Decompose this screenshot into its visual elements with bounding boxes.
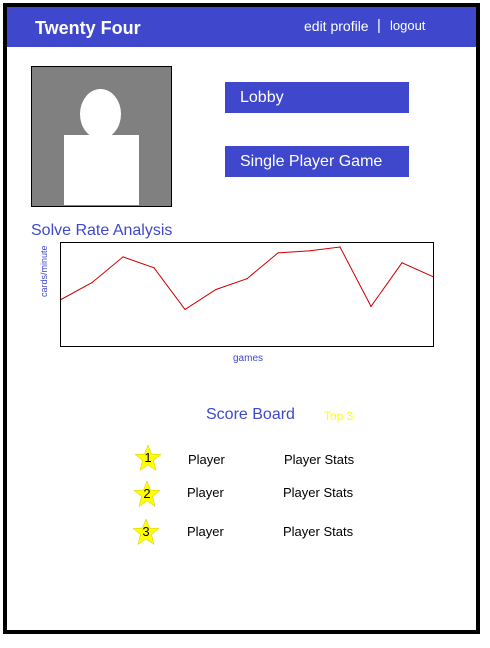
- solve-rate-chart: [60, 242, 434, 347]
- edit-profile-link[interactable]: edit profile: [304, 18, 369, 34]
- chart-x-axis-label: games: [233, 353, 264, 364]
- data-point: [60, 298, 62, 301]
- chart-section-title: Solve Rate Analysis: [31, 222, 173, 239]
- top-3-badge: Top 3: [324, 409, 354, 423]
- data-point: [91, 282, 93, 284]
- player-stats: Player Stats: [283, 524, 354, 539]
- rank-number: 1: [144, 450, 152, 465]
- app-title: Twenty Four: [35, 18, 141, 38]
- lobby-button[interactable]: Lobby: [225, 82, 409, 113]
- user-silhouette-body: [64, 135, 139, 205]
- data-point: [370, 305, 372, 307]
- nav-separator: |: [377, 17, 381, 34]
- rank-star-icon: 2: [133, 480, 161, 508]
- rank-star-icon: 1: [134, 444, 162, 472]
- rank-star-icon: 3: [132, 518, 160, 546]
- data-point: [308, 250, 310, 252]
- player-stats: Player Stats: [284, 452, 355, 467]
- rank-number: 2: [143, 486, 151, 501]
- chart-plot: [60, 246, 434, 311]
- top-bar: Twenty Four edit profile | logout: [7, 7, 476, 47]
- data-point: [153, 267, 155, 269]
- player-name: Player: [188, 452, 225, 467]
- data-point: [246, 278, 248, 280]
- data-point: [401, 262, 403, 264]
- player-name: Player: [187, 485, 224, 500]
- data-point: [122, 256, 124, 258]
- chart-y-axis-label: cards/minute: [39, 245, 49, 297]
- avatar: [31, 66, 172, 207]
- data-point: [339, 246, 341, 248]
- logout-link[interactable]: logout: [390, 18, 426, 33]
- player-stats: Player Stats: [283, 485, 354, 500]
- data-point: [215, 288, 217, 291]
- user-silhouette-icon: [80, 89, 121, 139]
- rank-number: 3: [142, 524, 150, 539]
- data-point: [184, 308, 186, 310]
- app-frame: Twenty Four edit profile | logout Lobby …: [3, 3, 480, 634]
- scoreboard-title: Score Board: [206, 406, 295, 423]
- single-player-game-button[interactable]: Single Player Game: [225, 146, 409, 177]
- data-point: [277, 252, 279, 254]
- player-name: Player: [187, 524, 224, 539]
